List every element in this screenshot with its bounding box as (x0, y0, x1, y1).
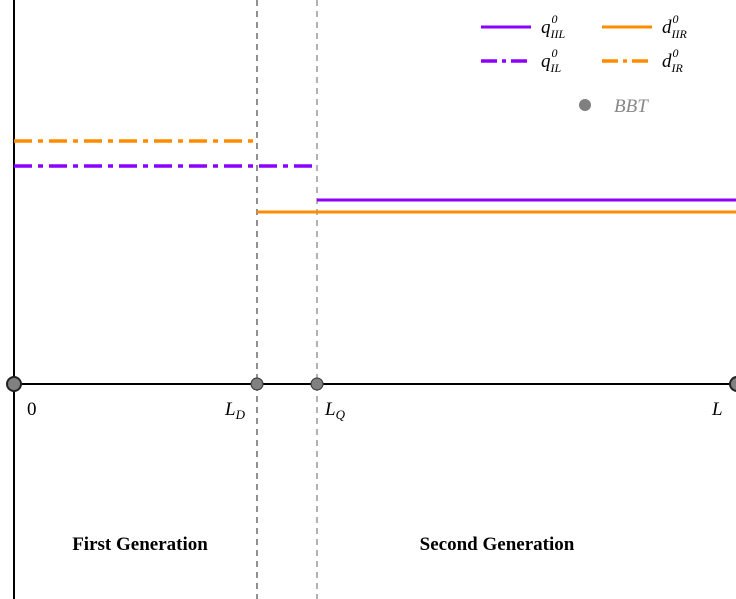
legend: q0 IIL d0 IIR q0 IL d0 IR BBT (481, 12, 687, 117)
bbt-marker-ld (250, 377, 264, 391)
bbt-marker-l (729, 376, 736, 392)
bbt-marker-lq (310, 377, 324, 391)
legend-label-d-iir: d0 IIR (662, 12, 687, 41)
tick-label-l: L (711, 399, 723, 420)
legend-bbt-label: BBT (614, 96, 649, 117)
tick-label-lq: LQ (324, 399, 346, 422)
tick-label-zero: 0 (27, 399, 37, 420)
second-generation-label: Second Generation (420, 534, 575, 555)
first-generation-label: First Generation (72, 534, 208, 555)
tick-label-ld: LD (224, 399, 246, 422)
legend-bbt-marker (579, 99, 591, 111)
legend-label-q-iil: q0 IIL (541, 12, 565, 41)
bbt-marker-zero (6, 376, 22, 392)
legend-label-d-ir: d0 IR (662, 46, 683, 75)
legend-label-q-il: q0 IL (541, 46, 561, 75)
